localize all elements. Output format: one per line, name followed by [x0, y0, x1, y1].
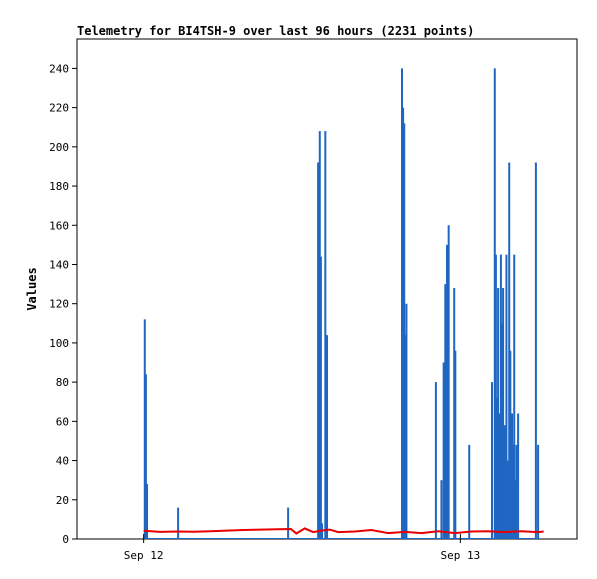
y-axis: 0 20 40 60 80 100 120 140 160 180 200 220 240: [49, 62, 77, 546]
chart-title: Telemetry for BI4TSH-9 over last 96 hour…: [77, 24, 474, 38]
y-axis-label: Values: [25, 267, 39, 310]
x-tick-label: Sep 12: [124, 549, 164, 562]
y-tick-label: 60: [56, 415, 69, 428]
y-tick-label: 160: [49, 219, 69, 232]
x-tick-label: Sep 13: [440, 549, 480, 562]
y-tick-label: 120: [49, 298, 69, 311]
series-1-line: [143, 527, 544, 535]
y-tick-label: 140: [49, 258, 69, 271]
series-1: [143, 527, 544, 535]
series-layer: [143, 68, 544, 539]
y-tick-label: 100: [49, 337, 69, 350]
y-tick-label: 180: [49, 180, 69, 193]
y-tick-label: 0: [62, 533, 69, 546]
y-tick-label: 20: [56, 494, 69, 507]
y-tick-label: 40: [56, 455, 69, 468]
y-tick-label: 80: [56, 376, 69, 389]
x-axis: Sep 12 Sep 13: [124, 534, 480, 562]
y-tick-label: 240: [49, 62, 69, 75]
y-tick-label: 220: [49, 102, 69, 115]
series-0: [143, 68, 540, 539]
y-tick-label: 200: [49, 141, 69, 154]
